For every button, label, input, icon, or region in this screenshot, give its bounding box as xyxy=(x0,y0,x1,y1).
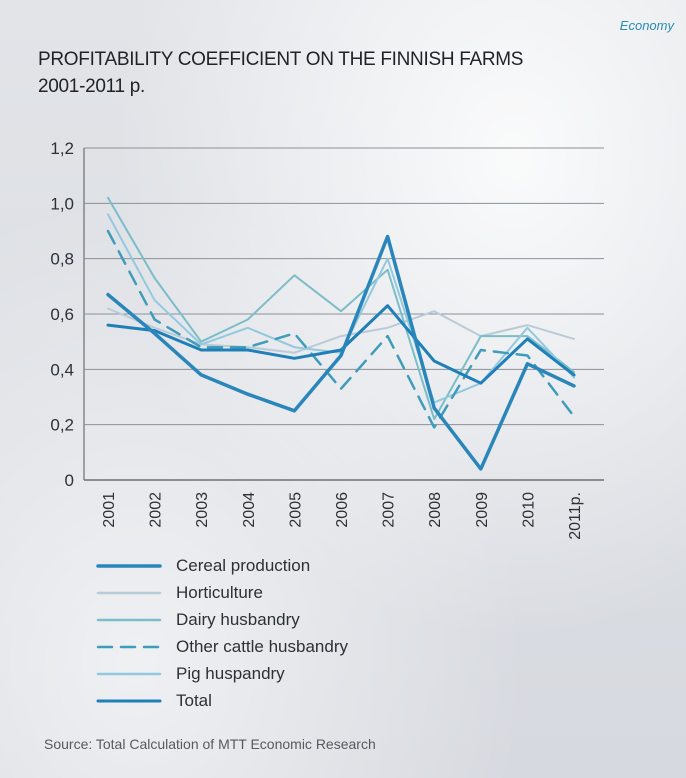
series-line xyxy=(107,196,575,421)
series-line xyxy=(107,307,575,354)
legend-item: Pig huspandry xyxy=(96,660,348,687)
legend-swatch xyxy=(96,699,162,702)
x-axis-ticks: 2001 2002 2003 2004 2005 2006 2007 2008 2009 2010… xyxy=(101,492,584,540)
y-tick-label: 0,8 xyxy=(50,250,74,269)
legend-item: Total xyxy=(96,687,348,714)
y-tick-label: 0,4 xyxy=(50,360,74,379)
source-note: Source: Total Calculation of MTT Economi… xyxy=(44,736,376,752)
series-line xyxy=(106,229,576,429)
series-line xyxy=(106,304,576,385)
chart-grid xyxy=(83,147,604,481)
legend-item: Dairy husbandry xyxy=(96,606,348,633)
chart-legend: Cereal production Horticulture Dairy husba… xyxy=(96,552,348,714)
legend-swatch xyxy=(96,618,162,621)
legend-swatch xyxy=(96,591,162,594)
chart-series xyxy=(106,196,576,471)
x-tick-label: 2007 xyxy=(381,492,398,528)
legend-swatch xyxy=(96,563,162,568)
x-tick-label: 2003 xyxy=(194,492,211,528)
legend-item: Cereal production xyxy=(96,552,348,579)
y-tick-label: 0 xyxy=(65,471,74,490)
line-chart: 0 0,2 0,4 0,6 0,8 1,0 1,2 2001 2002 2003 2004 2005… xyxy=(50,139,604,540)
x-tick-label: 2008 xyxy=(427,492,444,528)
x-tick-label: 2005 xyxy=(287,492,304,528)
x-tick-label: 2010 xyxy=(520,492,537,528)
brand-label: Economy xyxy=(619,18,674,33)
legend-label: Total xyxy=(176,690,212,710)
x-tick-label: 2004 xyxy=(241,492,258,528)
legend-label: Horticulture xyxy=(176,582,263,602)
y-tick-label: 0,6 xyxy=(50,305,74,324)
x-tick-label: 2011p. xyxy=(567,492,584,540)
legend-swatch xyxy=(96,645,162,648)
legend-label: Dairy husbandry xyxy=(176,609,300,629)
x-tick-label: 2002 xyxy=(148,492,165,528)
x-tick-label: 2006 xyxy=(334,492,351,528)
legend-item: Horticulture xyxy=(96,579,348,606)
legend-swatch xyxy=(96,672,162,675)
legend-label: Other cattle husbandry xyxy=(176,636,348,656)
y-tick-label: 1,0 xyxy=(50,194,74,213)
chart-title: PROFITABILITY COEFFICIENT ON THE FINNISH… xyxy=(38,49,524,97)
x-tick-label: 2001 xyxy=(101,492,118,528)
legend-item: Other cattle husbandry xyxy=(96,633,348,660)
legend-label: Cereal production xyxy=(176,555,311,575)
series-line xyxy=(106,234,576,471)
legend-label: Pig huspandry xyxy=(176,663,285,683)
y-tick-label: 0,2 xyxy=(50,416,74,435)
x-tick-label: 2009 xyxy=(474,492,491,528)
y-tick-label: 1,2 xyxy=(50,139,74,158)
y-axis-ticks: 0 0,2 0,4 0,6 0,8 1,0 1,2 xyxy=(50,139,74,490)
